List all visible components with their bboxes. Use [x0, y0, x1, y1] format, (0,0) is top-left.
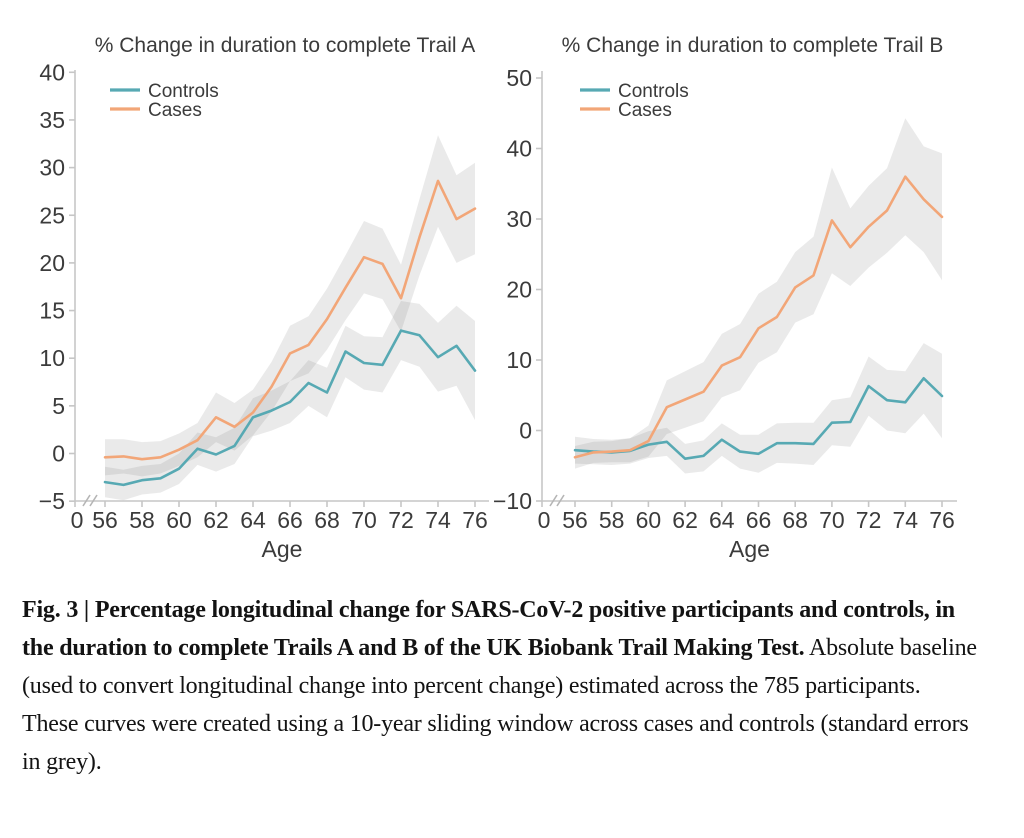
x-axis-break-mark-trail-b	[556, 494, 565, 507]
x-origin-label-trail-a: 0	[71, 507, 84, 533]
controls-line-trail-b	[573, 376, 944, 461]
x-tick-label-trail-a: 60	[166, 507, 192, 533]
x-tick-label-trail-b: 72	[856, 507, 882, 533]
x-tick-label-trail-a: 74	[425, 507, 451, 533]
y-tick-label-trail-a: −5	[39, 488, 65, 514]
x-tick-label-trail-a: 76	[462, 507, 488, 533]
x-tick-label-trail-a: 56	[92, 507, 118, 533]
y-tick-label-trail-b: 0	[519, 418, 532, 444]
y-tick-label-trail-a: 40	[39, 59, 65, 85]
x-tick-label-trail-a: 72	[388, 507, 414, 533]
x-tick-label-trail-a: 68	[314, 507, 340, 533]
y-tick-label-trail-a: 15	[39, 298, 65, 324]
y-tick-label-trail-a: 20	[39, 250, 65, 276]
cases-se-band-trail-a	[105, 135, 475, 477]
caption-bold-text: Fig. 3 | Percentage longitudinal change …	[22, 597, 955, 661]
y-tick-label-trail-b: 10	[506, 347, 532, 373]
legend-label-controls-trail-b: Controls	[618, 81, 689, 102]
x-tick-label-trail-b: 66	[746, 507, 772, 533]
y-tick-label-trail-b: 40	[506, 136, 532, 162]
x-axis-break-mark-trail-a	[89, 494, 98, 507]
x-axis-break-mark-trail-b	[549, 494, 558, 507]
x-tick-label-trail-b: 58	[599, 507, 625, 533]
x-axis-break-mark-trail-a	[82, 494, 91, 507]
cases-se-band-trail-b	[575, 118, 942, 469]
y-tick-label-trail-b: 20	[506, 277, 532, 303]
caption-regular-text: Absolute baseline (used to convert longi…	[22, 635, 977, 775]
cases-line-trail-a	[103, 179, 477, 461]
x-tick-label-trail-a: 58	[129, 507, 155, 533]
x-tick-label-trail-a: 66	[277, 507, 303, 533]
legend-label-cases-trail-b: Cases	[618, 100, 672, 121]
legend-label-controls-trail-a: Controls	[148, 81, 219, 102]
cases-line-trail-b	[573, 175, 944, 459]
y-tick-label-trail-a: 35	[39, 107, 65, 133]
x-tick-label-trail-b: 70	[819, 507, 845, 533]
y-tick-label-trail-b: 50	[506, 65, 532, 91]
x-tick-label-trail-b: 60	[636, 507, 662, 533]
y-tick-label-trail-b: 30	[506, 206, 532, 232]
x-axis-title-trail-a: Age	[262, 536, 303, 562]
y-tick-label-trail-a: 30	[39, 155, 65, 181]
y-tick-label-trail-a: 25	[39, 202, 65, 228]
x-tick-label-trail-a: 64	[240, 507, 266, 533]
y-tick-label-trail-a: 10	[39, 345, 65, 371]
x-tick-label-trail-b: 56	[562, 507, 588, 533]
x-axis-title-trail-b: Age	[729, 536, 770, 562]
y-tick-label-trail-a: 5	[52, 393, 65, 419]
x-origin-label-trail-b: 0	[538, 507, 551, 533]
x-tick-label-trail-a: 62	[203, 507, 229, 533]
y-tick-label-trail-b: −10	[493, 488, 532, 514]
chart-title-trail-b: % Change in duration to complete Trail B	[562, 34, 944, 57]
figure-caption: Fig. 3 | Percentage longitudinal change …	[22, 591, 982, 781]
x-tick-label-trail-b: 74	[893, 507, 919, 533]
y-tick-label-trail-a: 0	[52, 441, 65, 467]
controls-line-trail-a	[103, 329, 477, 487]
x-tick-label-trail-b: 62	[672, 507, 698, 533]
x-tick-label-trail-b: 64	[709, 507, 735, 533]
legend-label-cases-trail-a: Cases	[148, 100, 202, 121]
x-tick-label-trail-b: 76	[929, 507, 955, 533]
x-tick-label-trail-a: 70	[351, 507, 377, 533]
chart-title-trail-a: % Change in duration to complete Trail A	[95, 34, 476, 57]
x-tick-label-trail-b: 68	[782, 507, 808, 533]
